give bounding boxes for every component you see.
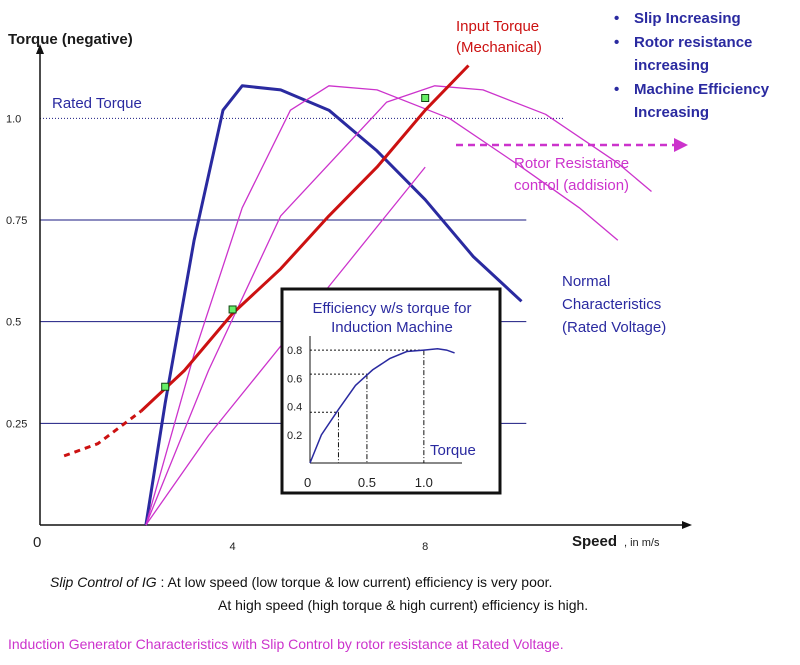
y-axis-arrow xyxy=(36,44,44,54)
bullet-text: Slip Increasing xyxy=(634,10,741,27)
y-tick-label: 1.0 xyxy=(6,113,21,125)
x-axis-unit: , in m/s xyxy=(624,537,660,549)
series-line xyxy=(145,85,619,526)
x-tick-label: 8 xyxy=(422,541,428,553)
operating-point-marker xyxy=(161,382,170,391)
increase-arrow-head xyxy=(674,138,688,152)
operating-point-marker xyxy=(421,94,430,102)
inset-x-label: Torque xyxy=(430,442,476,459)
bullet-dot: • xyxy=(614,34,619,51)
bullet-dot: • xyxy=(614,10,619,27)
figure-caption: Induction Generator Characteristics with… xyxy=(8,636,564,652)
inset-x-tick-label: 0.5 xyxy=(358,475,376,490)
bullet-text: Rotor resistance xyxy=(634,34,752,51)
inset-efficiency-chart: Efficiency w/s torque for Induction Mach… xyxy=(280,287,502,495)
bullet-text: Increasing xyxy=(634,104,709,121)
slip-control-note-1: Slip Control of IG : At low speed (low t… xyxy=(50,574,552,590)
y-tick-label: 0.75 xyxy=(6,215,27,227)
characteristics-chart: 0.25 0.5 0.75 1.0 4 8 Torque (negative) Speed… xyxy=(6,10,770,553)
origin-label: 0 xyxy=(33,534,41,551)
slip-control-heading: Slip Control of IG xyxy=(50,574,157,590)
y-tick-label: 0.5 xyxy=(6,317,21,329)
series-line xyxy=(145,85,652,526)
inset-origin-label: 0 xyxy=(304,475,311,490)
normal-char-label-2: Characteristics xyxy=(562,296,661,313)
normal-char-label-1: Normal xyxy=(562,273,610,290)
series-line xyxy=(140,64,470,413)
rotor-resistance-label-1: Rotor Resistance xyxy=(514,155,629,172)
inset-efficiency-curve xyxy=(309,347,455,464)
inset-y-tick-label: 0.6 xyxy=(287,373,302,385)
series-line-dashed xyxy=(63,409,143,458)
input-torque-label-2: (Mechanical) xyxy=(456,39,542,56)
rotor-resistance-label-2: control (addision) xyxy=(514,177,629,194)
normal-char-label-3: (Rated Voltage) xyxy=(562,319,666,336)
operating-point-marker xyxy=(228,305,237,314)
inset-x-tick-label: 1.0 xyxy=(415,475,433,490)
inset-frame xyxy=(280,287,502,495)
inset-y-tick-label: 0.4 xyxy=(287,402,302,414)
slip-control-note-2: At high speed (high torque & high curren… xyxy=(218,597,588,613)
x-axis-arrow xyxy=(682,521,692,529)
inset-title-2: Induction Machine xyxy=(331,319,453,336)
y-axis-label: Torque (negative) xyxy=(8,31,133,48)
y-tick-label: 0.25 xyxy=(6,418,27,430)
slip-control-text-2: At high speed (high torque & high curren… xyxy=(218,597,589,613)
bullet-dot: • xyxy=(614,81,619,98)
x-axis-label: Speed xyxy=(572,533,617,550)
series-line xyxy=(144,84,523,526)
bullet-text: Machine Efficiency xyxy=(634,81,770,98)
slip-control-text-1: : At low speed (low torque & low current… xyxy=(156,574,553,590)
input-torque-label-1: Input Torque xyxy=(456,18,539,35)
rated-torque-label: Rated Torque xyxy=(52,95,142,112)
bullet-list: • Slip Increasing • Rotor resistance inc… xyxy=(614,10,770,121)
inset-y-tick-label: 0.2 xyxy=(287,430,302,442)
bullet-text: increasing xyxy=(634,57,709,74)
inset-title-1: Efficiency w/s torque for xyxy=(313,300,472,317)
x-tick-label: 4 xyxy=(230,541,236,553)
inset-y-tick-label: 0.8 xyxy=(287,345,302,357)
